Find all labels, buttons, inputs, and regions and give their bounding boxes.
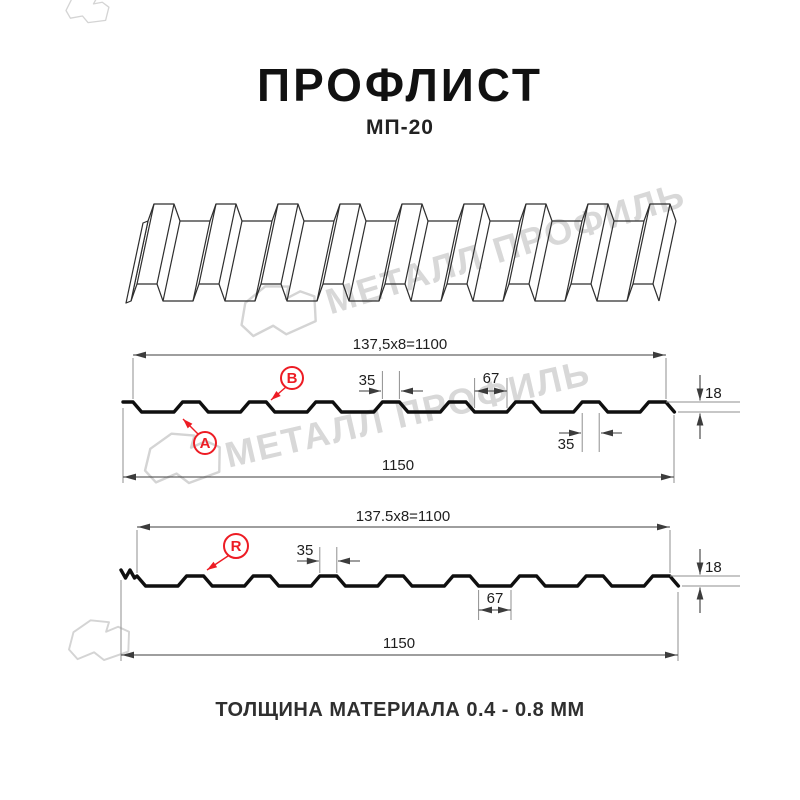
material-thickness-note: ТОЛЩИНА МАТЕРИАЛА 0.4 - 0.8 ММ <box>215 699 585 721</box>
section-diagram-1: 137,5x8=1100 35 67 18 35 1150 <box>121 336 740 483</box>
label-r-text: R <box>231 538 242 555</box>
dim-width-formula: 137,5x8=1100 <box>353 336 447 353</box>
label-a-marker <box>193 431 217 455</box>
watermark-upper: МЕТАЛЛ ПРОФИЛЬ <box>240 174 690 338</box>
label-a-text: A <box>200 435 211 452</box>
dim-total-width: 1150 <box>382 457 414 474</box>
watermark-fragment-bottom-left <box>68 619 130 661</box>
profile-outline <box>119 568 681 588</box>
label-b-text: B <box>287 370 298 387</box>
section-diagram-2: 137.5x8=1100 35 18 67 1150 R <box>119 508 740 661</box>
sheet-cut-edge <box>125 220 149 304</box>
dim-width-formula: 137.5x8=1100 <box>356 508 450 525</box>
dim-height: 18 <box>705 559 722 576</box>
dim-height: 18 <box>705 385 722 402</box>
dim-crest-top: 35 <box>359 372 376 389</box>
label-b-marker <box>280 366 304 390</box>
watermark-fragment-top-left <box>65 0 110 24</box>
dim-valley: 67 <box>483 370 500 387</box>
watermark-text: МЕТАЛЛ ПРОФИЛЬ <box>321 174 690 323</box>
dim-crest-top: 35 <box>297 542 314 559</box>
dim-crest-bottom: 35 <box>558 436 575 453</box>
label-r-marker <box>223 533 249 559</box>
profile-outline <box>121 400 677 414</box>
watermark-lower: МЕТАЛЛ ПРОФИЛЬ <box>143 351 595 485</box>
dim-valley: 67 <box>487 590 504 607</box>
page-title: ПРОФЛИСТ <box>257 59 543 111</box>
product-model: МП-20 <box>366 116 434 139</box>
dim-total-width: 1150 <box>383 635 415 652</box>
sheet-3d-view <box>130 203 677 302</box>
